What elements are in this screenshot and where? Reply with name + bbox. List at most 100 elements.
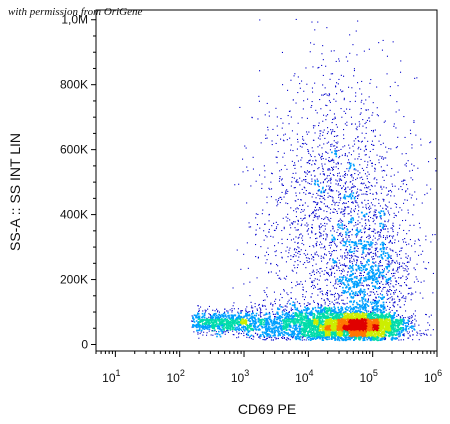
- scatter-point: [378, 329, 380, 332]
- scatter-point: [365, 328, 368, 330]
- scatter-point: [372, 320, 374, 322]
- scatter-point: [202, 315, 204, 318]
- scatter-point: [284, 327, 287, 330]
- scatter-point: [310, 296, 312, 298]
- scatter-point: [320, 334, 322, 337]
- scatter-point: [224, 323, 226, 326]
- scatter-point: [286, 139, 288, 141]
- scatter-point: [340, 273, 342, 275]
- scatter-point: [359, 189, 361, 191]
- scatter-point: [280, 196, 282, 198]
- scatter-point: [339, 262, 341, 264]
- scatter-point: [301, 320, 303, 323]
- scatter-point: [405, 310, 407, 312]
- scatter-point: [249, 295, 251, 297]
- scatter-point: [342, 331, 344, 333]
- scatter-point: [329, 331, 331, 334]
- scatter-point: [402, 317, 404, 319]
- scatter-point: [288, 311, 290, 313]
- scatter-point: [354, 334, 357, 336]
- scatter-point: [272, 335, 274, 337]
- scatter-point: [280, 328, 283, 331]
- scatter-point: [246, 315, 248, 317]
- scatter-point: [338, 267, 340, 269]
- scatter-point: [263, 305, 265, 307]
- scatter-point: [263, 336, 265, 338]
- scatter-point: [378, 235, 380, 237]
- scatter-point: [308, 326, 311, 329]
- scatter-point: [350, 326, 352, 329]
- scatter-point: [360, 323, 363, 326]
- scatter-point: [285, 320, 288, 322]
- scatter-point: [247, 325, 250, 327]
- scatter-point: [390, 317, 393, 320]
- scatter-point: [277, 308, 279, 310]
- scatter-point: [390, 328, 393, 330]
- scatter-point: [345, 328, 347, 331]
- scatter-point: [300, 324, 303, 326]
- scatter-point: [360, 311, 363, 313]
- scatter-point: [272, 323, 274, 325]
- scatter-point: [262, 335, 265, 337]
- scatter-point: [232, 328, 234, 331]
- scatter-point: [197, 332, 199, 334]
- scatter-point: [192, 317, 194, 319]
- scatter-point: [351, 322, 353, 324]
- scatter-point: [310, 331, 313, 334]
- scatter-point: [218, 323, 220, 326]
- scatter-point: [372, 307, 375, 309]
- scatter-point: [409, 316, 411, 318]
- scatter-point: [388, 328, 390, 330]
- scatter-point: [297, 321, 300, 324]
- scatter-point: [348, 327, 351, 330]
- scatter-point: [205, 319, 208, 322]
- scatter-point: [301, 143, 303, 145]
- scatter-point: [329, 320, 332, 323]
- scatter-point: [311, 323, 313, 326]
- scatter-point: [210, 324, 213, 326]
- scatter-point: [301, 337, 303, 339]
- scatter-point: [365, 316, 368, 318]
- scatter-point: [200, 331, 202, 333]
- scatter-point: [336, 315, 338, 317]
- scatter-point: [286, 306, 288, 308]
- scatter-point: [283, 325, 285, 328]
- scatter-point: [232, 316, 234, 318]
- scatter-point: [294, 321, 296, 324]
- scatter-point: [294, 337, 297, 340]
- scatter-point: [375, 314, 377, 317]
- scatter-point: [294, 312, 297, 314]
- scatter-point: [367, 321, 370, 324]
- scatter-point: [350, 211, 352, 213]
- scatter-point: [324, 303, 326, 305]
- scatter-point: [266, 329, 269, 331]
- scatter-point: [331, 326, 333, 328]
- scatter-point: [355, 295, 357, 297]
- scatter-point: [227, 331, 229, 333]
- scatter-point: [327, 274, 329, 276]
- scatter-point: [255, 332, 257, 334]
- scatter-point: [353, 312, 356, 314]
- scatter-point: [243, 335, 245, 337]
- scatter-point: [336, 210, 338, 212]
- scatter-point: [407, 188, 409, 190]
- scatter-point: [408, 323, 410, 325]
- scatter-point: [403, 334, 405, 336]
- scatter-point: [231, 319, 234, 321]
- scatter-point: [413, 120, 415, 122]
- scatter-point: [205, 310, 207, 312]
- scatter-point: [303, 322, 306, 324]
- scatter-point: [221, 313, 223, 316]
- scatter-point: [206, 326, 208, 328]
- scatter-point: [366, 324, 369, 326]
- scatter-point: [394, 334, 397, 336]
- scatter-point: [349, 305, 352, 308]
- scatter-point: [225, 319, 227, 321]
- scatter-point: [254, 319, 257, 321]
- scatter-point: [337, 337, 340, 340]
- scatter-point: [323, 330, 325, 333]
- scatter-point: [212, 325, 215, 327]
- scatter-point: [380, 329, 382, 331]
- scatter-point: [268, 311, 270, 313]
- scatter-point: [316, 322, 318, 325]
